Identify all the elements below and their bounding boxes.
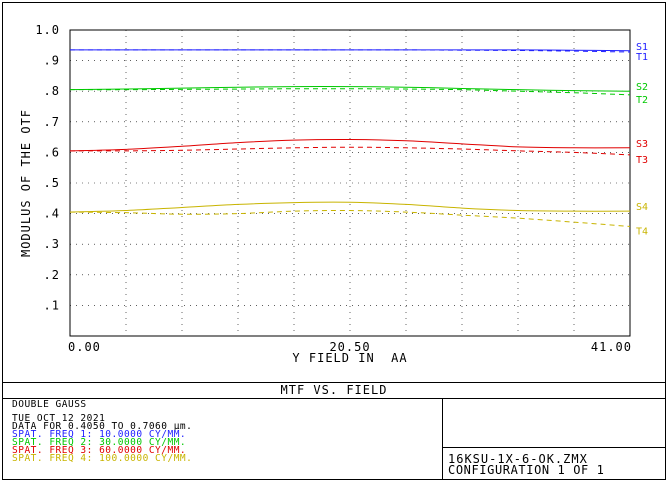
x-axis-label: Y FIELD IN AA xyxy=(292,351,407,365)
grid-lines xyxy=(70,30,630,336)
series-label-s3: S3 xyxy=(636,139,648,150)
frequency-legend-line: SPAT. FREQ 2: 30.0000 CY/MM. xyxy=(12,437,186,448)
date-text: TUE OCT 12 2021 xyxy=(12,413,105,424)
frequency-legend-line: SPAT. FREQ 4: 100.0000 CY/MM. xyxy=(12,453,192,464)
series-label-s2: S2 xyxy=(636,82,648,93)
y-tick-label: .2 xyxy=(44,268,60,282)
wavelength-text: DATA FOR 0.4050 TO 0.7060 µm. xyxy=(12,421,192,432)
series-line-t2 xyxy=(69,88,631,96)
frequency-legend-line: SPAT. FREQ 3: 60.0000 CY/MM. xyxy=(12,445,186,456)
series-lines xyxy=(69,49,631,227)
series-line-t1 xyxy=(70,49,631,53)
y-axis-label: MODULUS OF THE OTF xyxy=(19,109,33,257)
y-tick-label: .4 xyxy=(44,207,60,221)
series-label-t1: T1 xyxy=(636,52,648,63)
x-tick-label: 0.00 xyxy=(68,340,101,354)
y-tick-label: .3 xyxy=(44,237,60,251)
series-line-s3 xyxy=(69,139,631,152)
frequency-legend: SPAT. FREQ 1: 10.0000 CY/MM.SPAT. FREQ 2… xyxy=(12,429,192,464)
series-label-s4: S4 xyxy=(636,202,648,213)
x-tick-labels: 0.00 20.50 41.00 xyxy=(68,340,632,354)
y-tick-label: .9 xyxy=(44,54,60,68)
y-tick-label: .8 xyxy=(44,84,60,98)
series-label-t2: T2 xyxy=(636,95,648,106)
chart-title: MTF VS. FIELD xyxy=(281,383,388,397)
series-label-t3: T3 xyxy=(636,155,648,166)
y-tick-label: 1.0 xyxy=(35,23,60,37)
x-tick-label: 20.50 xyxy=(329,340,370,354)
series-line-s2 xyxy=(69,86,631,92)
y-tick-label: .1 xyxy=(44,298,60,312)
y-tick-label: .5 xyxy=(44,176,60,190)
y-tick-label: .6 xyxy=(44,145,60,159)
x-tick-label: 41.00 xyxy=(591,340,632,354)
lens-title: DOUBLE GAUSS xyxy=(12,399,87,410)
series-line-t3 xyxy=(69,146,631,156)
series-line-s4 xyxy=(69,201,631,213)
series-line-t4 xyxy=(69,210,631,227)
series-label-s1: S1 xyxy=(636,42,648,53)
y-tick-label: .7 xyxy=(44,115,60,129)
configuration-text: CONFIGURATION 1 OF 1 xyxy=(448,463,605,477)
frequency-legend-line: SPAT. FREQ 1: 10.0000 CY/MM. xyxy=(12,429,186,440)
y-tick-labels: .1 .2 .3 .4 .5 .6 .7 .8 .9 1.0 xyxy=(35,23,60,312)
file-name: 16KSU-1X-6-OK.ZMX xyxy=(448,452,588,466)
series-label-t4: T4 xyxy=(636,226,648,237)
